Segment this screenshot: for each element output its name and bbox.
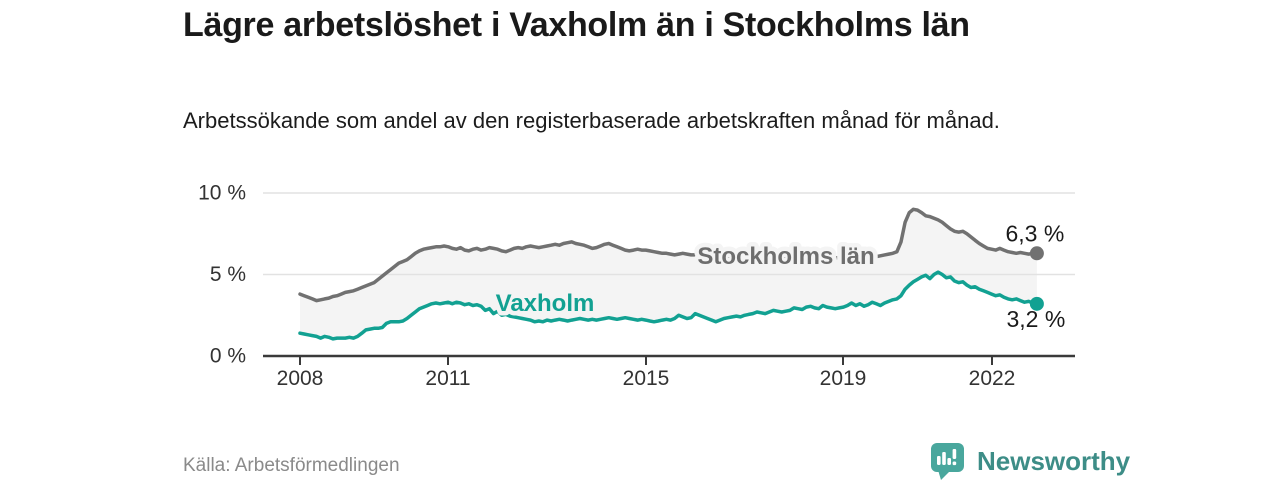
stockholm-end-dot [1029,246,1044,261]
stockholm-end-value: 6,3 % [1005,220,1064,246]
stockholm-line [298,207,1039,303]
y-label-5pct: 5 % [210,263,246,286]
y-label-0pct: 0 % [210,345,246,368]
brand-name: Newsworthy [977,446,1131,476]
y-label-10pct: 10 % [198,182,246,205]
source-attribution: Källa: Arbetsförmedlingen [183,455,400,476]
stockholm-series-label: Stockholms län [697,243,874,270]
vaxholm-end-dot [1029,296,1044,311]
vaxholm-series-label: Vaxholm [496,290,595,317]
x-label-2019: 2019 [820,367,867,390]
x-label-2008: 2008 [277,367,324,390]
x-label-2015: 2015 [623,367,670,390]
vaxholm-line [298,270,1039,341]
page-title: Lägre arbetslöshet i Vaxholm än i Stockh… [183,6,970,44]
newsworthy-logo[interactable]: Newsworthy [930,442,1130,480]
newsworthy-logo-icon [931,443,964,480]
vaxholm-end-value: 3,2 % [1006,306,1065,332]
x-label-2011: 2011 [425,367,470,390]
x-label-2022: 2022 [969,367,1016,390]
page-subtitle: Arbetssökande som andel av den registerb… [183,108,1000,133]
